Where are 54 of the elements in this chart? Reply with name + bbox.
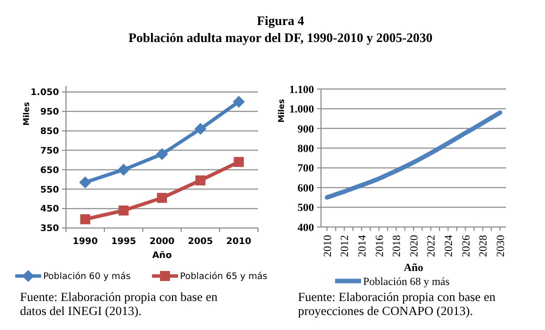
point (232, 96, 245, 108)
chart-subtitle: Población adulta mayor del DF, 1990-2010 y 2005-2030 (128, 30, 433, 45)
x-tick-label: 2022 (426, 235, 438, 257)
y-tick-label: 350 (40, 224, 59, 234)
y-axis-title: Miles (276, 98, 286, 123)
y-tick-label: 650 (40, 166, 59, 176)
y-tick-label: 450 (40, 204, 59, 215)
x-tick-label: 2024 (442, 234, 455, 257)
point (79, 176, 92, 188)
y-tick-label: 750 (40, 146, 59, 156)
point (194, 122, 206, 135)
x-tick-label: 2030 (494, 234, 507, 257)
x-tick-label: 2028 (478, 234, 490, 257)
x-tick-label: 2005 (188, 237, 213, 247)
line-series (324, 110, 502, 200)
point (156, 148, 168, 160)
legend-label: Población 60 y más (43, 271, 131, 282)
y-tick-label: 1.100 (289, 84, 314, 96)
x-axis-title: Año (152, 251, 172, 261)
x-tick-label: 2000 (149, 237, 175, 247)
x-tick-label: 1990 (72, 237, 98, 247)
legend-label: Población 65 y más (180, 271, 268, 282)
y-tick-label: 800 (298, 142, 314, 155)
y-tick-label: 1.000 (289, 104, 314, 116)
x-tick-label: 2010 (226, 237, 252, 247)
y-tick-label: 700 (298, 162, 314, 175)
x-tick-label: 2026 (460, 234, 472, 257)
source-note: Fuente: Elaboración propia con base en proyecciones de CONAPO (2013). (298, 290, 496, 318)
x-tick-label: 2016 (374, 234, 386, 257)
y-tick-label: 600 (298, 182, 314, 194)
point (157, 192, 167, 203)
x-axis-title: Año (404, 262, 424, 274)
point (118, 164, 130, 176)
point (118, 206, 129, 216)
source-note: Fuente: Elaboración propia con base en datos del INEGI (2013). (20, 290, 218, 318)
point (80, 214, 90, 224)
y-tick-label: 500 (298, 202, 314, 214)
x-tick-label: 2014 (356, 234, 368, 257)
y-tick-label: 550 (40, 185, 59, 196)
x-tick-label: 1995 (111, 237, 136, 247)
y-tick-label: 400 (298, 222, 314, 234)
y-tick-label: 900 (298, 123, 314, 136)
x-tick-label: 2012 (339, 235, 352, 257)
x-tick-label: 2010 (322, 234, 334, 257)
chart-title: Figura 4 (256, 13, 305, 28)
y-tick-label: 850 (40, 127, 59, 138)
point (234, 156, 244, 167)
x-tick-label: 2018 (391, 234, 404, 257)
point (195, 175, 206, 186)
legend-label: Población 68 y más (363, 276, 450, 288)
y-tick-label: 1.050 (30, 88, 59, 98)
x-tick-label: 2020 (408, 234, 420, 257)
y-axis-title: Miles (22, 102, 31, 126)
y-tick-label: 950 (40, 108, 59, 118)
